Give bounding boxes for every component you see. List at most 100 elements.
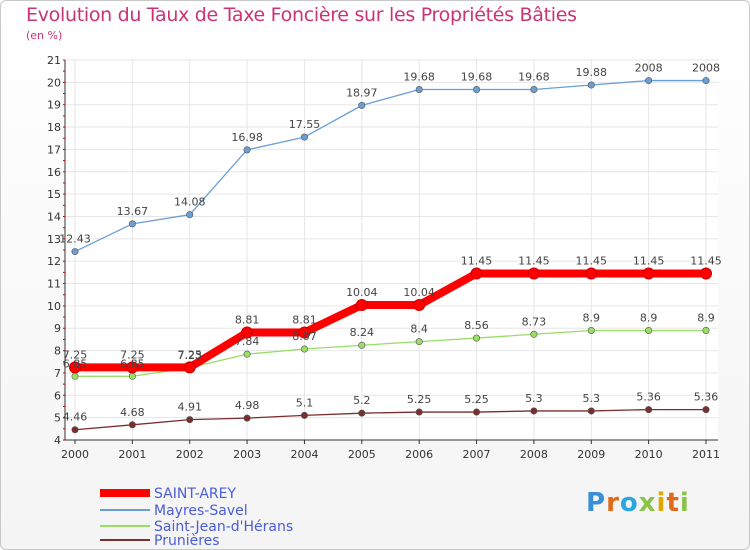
legend: SAINT-AREYMayres-SavelSaint-Jean-d'Héran… — [100, 486, 293, 549]
proxiti-logo: Proxiti — [586, 488, 690, 518]
data-label-pruni-res: 5.25 — [407, 393, 432, 406]
data-point-saint-jean-d-h-rans — [128, 372, 136, 380]
logo-letter: i — [679, 488, 690, 518]
plot-area — [65, 60, 718, 440]
data-point-saint-arey — [183, 361, 196, 374]
data-point-mayres-savel — [415, 86, 423, 94]
data-point-mayres-savel — [243, 146, 251, 154]
axes: 4 5 6 7 8 9 10 11 12 13 14 15 16 17 18 19 20 21 2000 2001 20… — [47, 54, 720, 461]
data-point-pruni-res — [300, 411, 308, 419]
y-tick-label: 5 — [54, 412, 61, 425]
data-point-pruni-res — [530, 407, 538, 415]
data-point-pruni-res — [71, 426, 79, 434]
data-label-mayres-savel: 2008 — [635, 62, 663, 75]
data-point-saint-arey — [413, 298, 426, 311]
data-label-mayres-savel: 2008 — [692, 62, 720, 75]
data-label-mayres-savel: 19.88 — [576, 66, 608, 79]
logo-letter: i — [656, 488, 667, 518]
data-point-pruni-res — [473, 408, 481, 416]
data-point-saint-jean-d-h-rans — [702, 326, 710, 334]
data-point-saint-arey — [470, 267, 483, 280]
data-point-saint-jean-d-h-rans — [645, 326, 653, 334]
data-label-pruni-res: 5.1 — [296, 396, 314, 409]
data-point-saint-arey — [355, 298, 368, 311]
data-point-saint-jean-d-h-rans — [358, 341, 366, 349]
data-label-saint-arey: 8.81 — [235, 313, 260, 326]
data-label-pruni-res: 5.36 — [636, 391, 661, 404]
data-label-mayres-savel: 12.43 — [59, 233, 91, 246]
series-line-pruni-res — [74, 408, 707, 431]
data-label-saint-arey: 11.45 — [461, 254, 493, 267]
data-label-pruni-res: 5.3 — [583, 392, 601, 405]
data-label-saint-jean-d-h-rans: 8.73 — [522, 315, 547, 328]
x-tick-label: 2006 — [405, 448, 433, 461]
data-label-saint-jean-d-h-rans: 8.07 — [292, 330, 317, 343]
data-point-pruni-res — [415, 408, 423, 416]
data-point-mayres-savel — [300, 133, 308, 141]
data-point-mayres-savel — [702, 77, 710, 85]
data-point-mayres-savel — [71, 248, 79, 256]
grid — [65, 59, 718, 441]
legend-label-mayres-savel: Mayres-Savel — [154, 503, 248, 519]
data-label-pruni-res: 5.2 — [353, 394, 371, 407]
x-tick-label: 2009 — [577, 448, 605, 461]
data-label-mayres-savel: 13.67 — [117, 205, 149, 218]
y-tick-label: 12 — [47, 255, 61, 268]
data-label-pruni-res: 4.98 — [235, 399, 260, 412]
data-point-pruni-res — [186, 416, 194, 424]
data-point-mayres-savel — [186, 211, 194, 219]
logo-letter: o — [619, 488, 639, 518]
y-tick-label: 7 — [54, 367, 61, 380]
x-tick-label: 2008 — [520, 448, 548, 461]
data-label-mayres-savel: 18.97 — [346, 86, 378, 99]
x-tick-label: 2003 — [233, 448, 261, 461]
data-label-saint-arey: 10.04 — [403, 286, 435, 299]
data-label-pruni-res: 5.25 — [464, 393, 489, 406]
y-tick-label: 11 — [47, 278, 61, 291]
chart-title: Evolution du Taux de Taxe Foncière sur l… — [26, 4, 577, 26]
data-point-mayres-savel — [530, 86, 538, 94]
y-tick-label: 14 — [47, 210, 61, 223]
data-point-pruni-res — [587, 407, 595, 415]
y-tick-label: 21 — [47, 54, 61, 67]
data-point-saint-arey — [69, 361, 81, 374]
data-label-saint-arey: 10.04 — [346, 286, 378, 299]
data-point-saint-arey — [298, 326, 311, 339]
data-label-saint-arey: 11.45 — [576, 254, 608, 267]
data-point-saint-jean-d-h-rans — [473, 334, 481, 342]
legend-label-pruni-res: Prunières — [154, 533, 220, 549]
data-point-saint-jean-d-h-rans — [300, 345, 308, 353]
data-label-pruni-res: 4.68 — [120, 406, 145, 419]
data-point-mayres-savel — [645, 77, 653, 85]
data-label-pruni-res: 4.91 — [177, 401, 202, 414]
data-label-mayres-savel: 19.68 — [403, 71, 435, 84]
y-tick-label: 20 — [47, 76, 61, 89]
x-tick-label: 2010 — [635, 448, 663, 461]
data-point-saint-jean-d-h-rans — [415, 338, 423, 346]
data-label-pruni-res: 4.46 — [63, 411, 88, 424]
y-tick-label: 10 — [47, 300, 61, 313]
data-label-saint-arey: 7.25 — [120, 348, 145, 361]
y-tick-label: 13 — [47, 233, 61, 246]
y-tick-label: 8 — [54, 345, 61, 358]
y-tick-label: 4 — [54, 434, 61, 447]
data-label-saint-jean-d-h-rans: 8.9 — [640, 311, 658, 324]
data-label-saint-jean-d-h-rans: 6.85 — [63, 357, 88, 370]
series — [69, 77, 712, 434]
data-labels: 12.43 13.67 14.08 16.98 17.55 18.97 19.68 19.68… — [59, 62, 722, 424]
data-label-saint-jean-d-h-rans: 6.85 — [120, 357, 145, 370]
data-point-saint-jean-d-h-rans — [587, 326, 595, 334]
data-label-pruni-res: 5.36 — [694, 391, 719, 404]
data-label-saint-arey: 8.81 — [292, 313, 317, 326]
data-label-mayres-savel: 19.68 — [518, 71, 550, 84]
x-tick-label: 2000 — [61, 448, 89, 461]
data-point-pruni-res — [702, 406, 710, 414]
data-label-saint-jean-d-h-rans: 8.9 — [583, 311, 601, 324]
chart-subtitle: (en %) — [26, 29, 63, 42]
data-label-saint-arey: 7.25 — [177, 348, 202, 361]
x-tick-label: 2005 — [348, 448, 376, 461]
y-tick-label: 16 — [47, 166, 61, 179]
data-label-saint-jean-d-h-rans: 7.84 — [235, 335, 260, 348]
data-label-pruni-res: 5.3 — [525, 392, 543, 405]
